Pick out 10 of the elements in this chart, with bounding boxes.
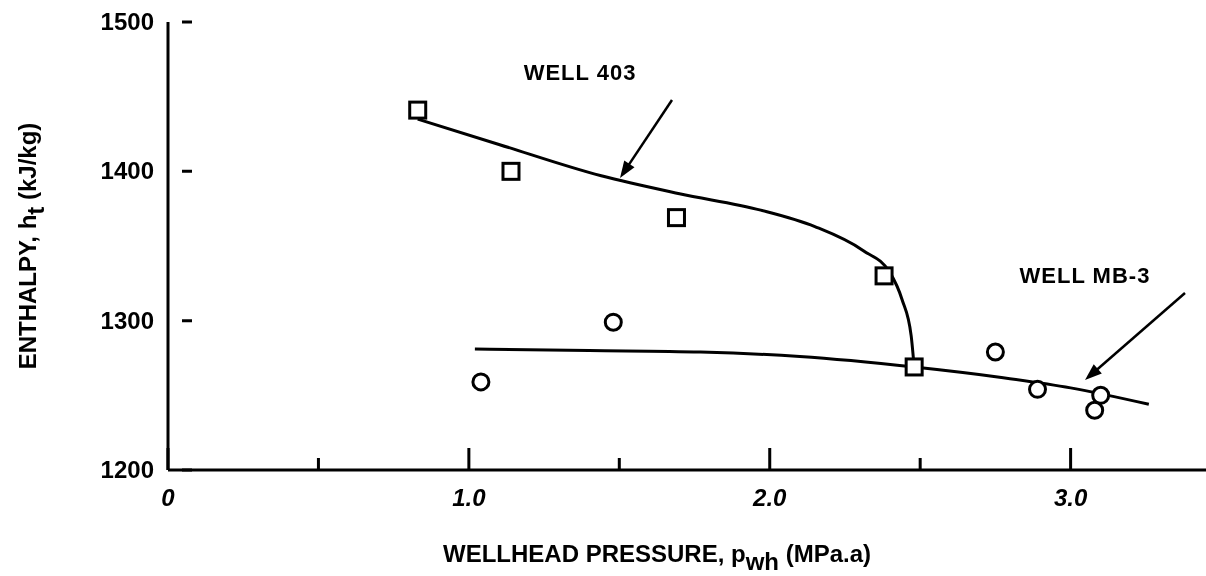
y-tick-label: 1400 (100, 157, 154, 185)
annotation: WELL MB-3 (1019, 263, 1151, 288)
y-tick-label: 1300 (100, 306, 154, 334)
x-tick-label: 0 (161, 484, 176, 511)
x-tick-label: 1.0 (452, 484, 487, 511)
y-tick-label: 1500 (100, 8, 154, 35)
annotation: WELL 403 (523, 60, 637, 85)
x-tick-label: 2.0 (752, 484, 788, 511)
y-tick-label: 1200 (100, 456, 154, 483)
x-tick-label: 3.0 (1053, 484, 1088, 511)
